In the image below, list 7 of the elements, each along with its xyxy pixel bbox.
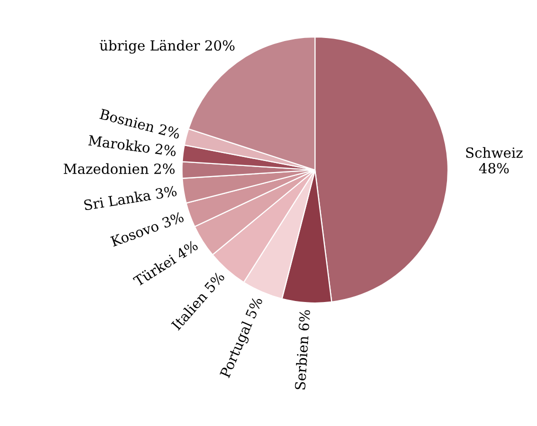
slice-label: übrige Länder 20%	[100, 40, 234, 54]
data-label: 48%	[479, 162, 509, 174]
slice-label: Serbien 6%	[294, 310, 310, 390]
slice-label: Sri Lanka 3%	[84, 185, 177, 210]
slice-label: Schweiz	[466, 147, 523, 158]
slice-label: Kosovo 3%	[110, 211, 184, 247]
slice-label: Mazedonien 2%	[64, 163, 175, 174]
